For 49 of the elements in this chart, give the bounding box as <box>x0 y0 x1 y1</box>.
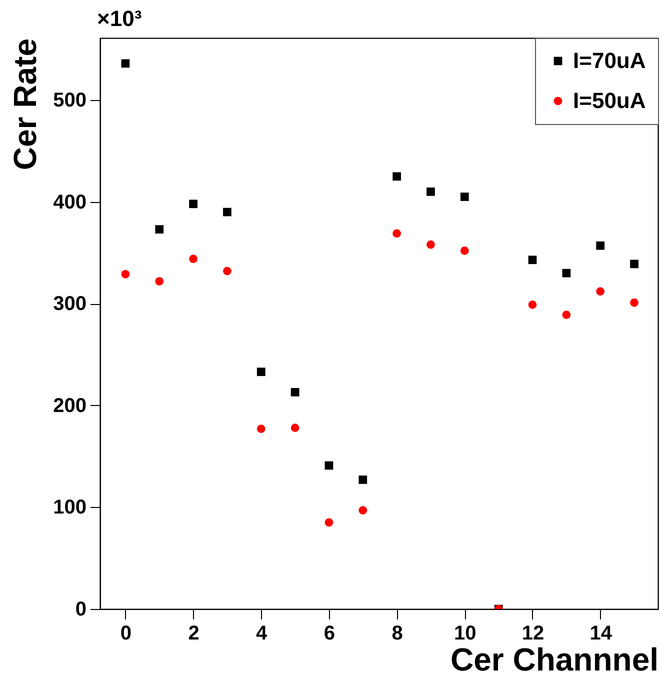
point <box>426 240 435 249</box>
y-tick-label: 0 <box>75 598 86 620</box>
point <box>223 266 232 276</box>
point <box>460 246 469 255</box>
x-tick-label: 10 <box>454 622 476 644</box>
x-tick-label: 14 <box>590 622 613 644</box>
point <box>426 188 435 196</box>
legend-label: I=70uA <box>573 48 646 73</box>
point <box>562 268 571 278</box>
point <box>155 225 164 234</box>
point <box>121 270 130 278</box>
point <box>256 368 266 376</box>
point <box>562 310 571 320</box>
point <box>358 506 368 514</box>
point <box>121 59 130 68</box>
point <box>596 287 605 296</box>
point <box>528 256 537 264</box>
point <box>630 260 638 268</box>
y-tick-label: 100 <box>53 496 86 519</box>
point <box>155 277 164 286</box>
x-tick-label: 8 <box>392 622 403 644</box>
point <box>324 518 334 527</box>
x-tick-label: 6 <box>324 622 336 644</box>
x-tick-label: 4 <box>256 622 268 644</box>
x-tick-label: 12 <box>522 622 544 644</box>
point <box>256 424 266 434</box>
point <box>630 298 638 307</box>
point <box>189 254 198 264</box>
point <box>324 461 334 470</box>
x-tick-label: 0 <box>120 622 132 644</box>
text: ×10³ <box>97 6 142 32</box>
point <box>223 208 232 216</box>
point <box>290 424 300 432</box>
point <box>358 476 368 484</box>
point <box>290 388 300 396</box>
point <box>392 229 401 238</box>
point <box>392 172 401 181</box>
point <box>189 200 198 208</box>
y-axis-title: Cer Rate <box>7 38 44 170</box>
point <box>596 241 605 250</box>
y-tick-label: 400 <box>53 191 86 214</box>
y-tick-label: 500 <box>53 90 86 112</box>
x-tick-label: 2 <box>188 622 200 644</box>
y-tick-label: 300 <box>53 293 86 316</box>
x-axis-title: Cer Channnel <box>450 642 658 673</box>
y-tick-label: 200 <box>53 394 86 417</box>
point <box>460 192 469 201</box>
legend-label: I=50uA <box>573 88 646 113</box>
point <box>528 300 537 309</box>
